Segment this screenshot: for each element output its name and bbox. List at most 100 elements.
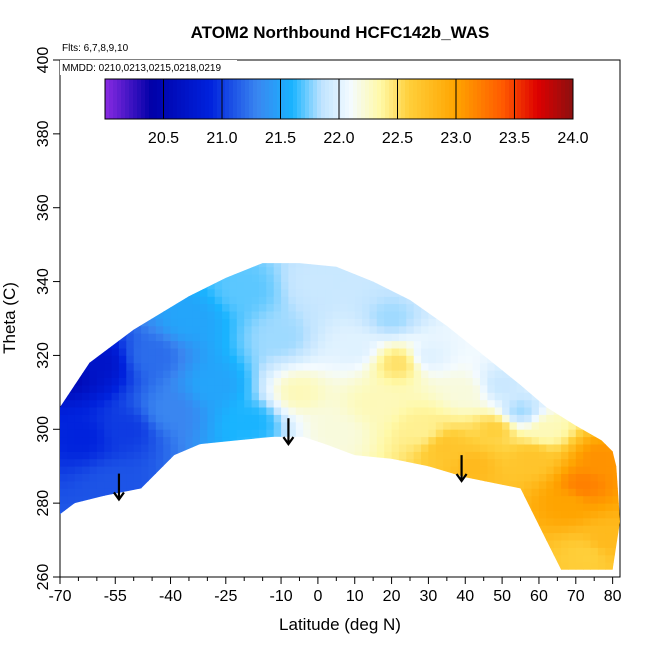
field-cell bbox=[96, 429, 105, 438]
field-cell bbox=[259, 570, 267, 578]
field-cell bbox=[89, 421, 98, 430]
colorbar-segment bbox=[405, 79, 410, 119]
field-cell bbox=[502, 362, 510, 371]
field-cell bbox=[222, 466, 230, 474]
field-cell bbox=[398, 421, 407, 430]
field-cell bbox=[60, 333, 68, 342]
field-cell bbox=[384, 540, 392, 548]
field-cell bbox=[258, 274, 267, 282]
field-cell bbox=[155, 385, 164, 393]
field-cell bbox=[67, 399, 76, 408]
field-cell bbox=[340, 421, 348, 430]
field-cell bbox=[148, 296, 157, 305]
field-cell bbox=[273, 274, 282, 282]
field-cell bbox=[612, 325, 620, 334]
field-cell bbox=[251, 488, 260, 497]
field-cell bbox=[222, 340, 230, 349]
field-cell bbox=[435, 281, 444, 290]
field-cell bbox=[155, 296, 164, 305]
field-cell bbox=[406, 554, 415, 563]
field-cell bbox=[480, 318, 488, 327]
field-cell bbox=[273, 407, 282, 415]
field-cell bbox=[546, 436, 555, 445]
field-cell bbox=[229, 429, 238, 438]
field-cell bbox=[465, 466, 474, 474]
field-cell bbox=[509, 333, 518, 342]
field-cell bbox=[177, 392, 186, 401]
field-cell bbox=[428, 333, 437, 342]
field-cell bbox=[155, 325, 164, 334]
field-cell bbox=[89, 517, 98, 526]
field-cell bbox=[384, 407, 392, 415]
field-cell bbox=[244, 554, 252, 563]
field-cell bbox=[457, 562, 466, 570]
field-cell bbox=[612, 318, 620, 327]
field-cell bbox=[340, 466, 348, 474]
field-cell bbox=[133, 340, 142, 349]
y-tick-label: 360 bbox=[35, 194, 52, 221]
field-cell bbox=[524, 488, 532, 497]
field-cell bbox=[451, 570, 459, 578]
field-cell bbox=[155, 481, 164, 489]
field-cell bbox=[457, 296, 466, 305]
field-cell bbox=[67, 355, 76, 364]
field-cell bbox=[347, 570, 355, 578]
field-cell bbox=[457, 311, 466, 319]
field-cell bbox=[185, 318, 194, 327]
field-cell bbox=[141, 311, 149, 319]
field-cell bbox=[583, 414, 591, 423]
field-cell bbox=[111, 436, 120, 445]
field-cell bbox=[303, 303, 311, 312]
field-cell bbox=[332, 481, 341, 489]
field-cell bbox=[325, 289, 334, 297]
field-cell bbox=[222, 263, 230, 268]
field-cell bbox=[612, 296, 620, 305]
field-cell bbox=[561, 510, 569, 519]
field-cell bbox=[576, 252, 584, 260]
field-cell bbox=[141, 495, 149, 504]
field-cell bbox=[332, 562, 341, 570]
field-cell bbox=[236, 517, 245, 526]
field-cell bbox=[487, 436, 496, 445]
field-cell bbox=[538, 274, 547, 282]
field-cell bbox=[177, 547, 186, 556]
field-cell bbox=[450, 547, 459, 556]
field-cell bbox=[82, 466, 90, 474]
field-cell bbox=[531, 554, 540, 563]
field-cell bbox=[82, 510, 90, 519]
field-cell bbox=[258, 266, 267, 275]
field-cell bbox=[258, 263, 267, 268]
field-cell bbox=[384, 421, 392, 430]
field-cell bbox=[295, 377, 304, 386]
field-cell bbox=[177, 495, 186, 504]
field-cell bbox=[214, 385, 223, 393]
field-cell bbox=[200, 547, 208, 556]
field-cell bbox=[332, 473, 341, 482]
field-cell bbox=[104, 362, 112, 371]
field-cell bbox=[553, 263, 562, 268]
field-cell bbox=[222, 296, 230, 305]
field-cell bbox=[229, 266, 238, 275]
field-cell bbox=[236, 311, 245, 319]
field-cell bbox=[148, 466, 157, 474]
field-cell bbox=[244, 444, 252, 452]
field-cell bbox=[75, 252, 83, 260]
field-cell bbox=[413, 458, 422, 467]
field-cell bbox=[281, 385, 289, 393]
field-cell bbox=[384, 385, 392, 393]
field-cell bbox=[332, 362, 341, 371]
field-cell bbox=[148, 333, 157, 342]
field-cell bbox=[89, 296, 98, 305]
field-cell bbox=[222, 407, 230, 415]
field-cell bbox=[384, 281, 392, 290]
field-cell bbox=[443, 377, 451, 386]
field-cell bbox=[538, 333, 547, 342]
field-cell bbox=[457, 488, 466, 497]
field-cell bbox=[369, 318, 378, 327]
field-cell bbox=[347, 370, 356, 378]
field-cell bbox=[487, 325, 496, 334]
field-cell bbox=[67, 547, 76, 556]
field-cell bbox=[391, 503, 400, 511]
field-cell bbox=[133, 303, 142, 312]
field-cell bbox=[192, 296, 201, 305]
